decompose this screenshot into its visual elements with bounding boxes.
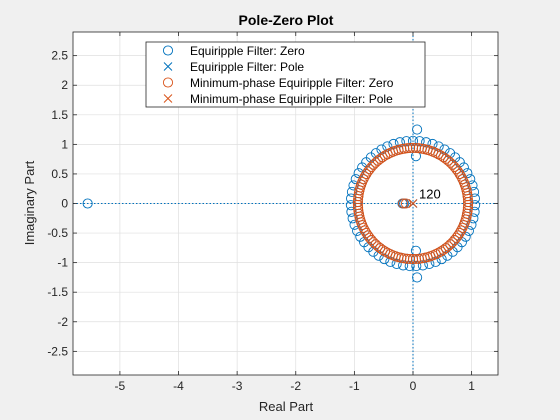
series-1-zero-marker [385, 256, 396, 267]
y-tick-label: -1 [57, 256, 68, 270]
x-tick-label: 1 [468, 379, 475, 393]
y-tick-label: -2.5 [47, 344, 68, 358]
series-3-zero-marker [397, 198, 409, 209]
series-3-zero-marker [435, 150, 447, 161]
series-3-zero-marker [377, 244, 388, 255]
series-1-zero-marker [466, 219, 477, 230]
series-3-zero-marker [456, 171, 467, 182]
series-3-zero-marker [382, 149, 393, 160]
series-3-zero-marker [438, 152, 449, 163]
series-3-zero-marker [379, 246, 391, 257]
legend-marker-1 [162, 45, 174, 56]
axis-ticks: -5 -4 -3 -2 -1 0 1 -2.5 -2 -1.5 -1 -0.5 0 0.5 1 1.5 2 2.5 [47, 32, 498, 393]
series-1-zero-marker [388, 138, 399, 150]
x-tick-label: -1 [349, 379, 360, 393]
series-4-pole-marker [408, 199, 418, 208]
series-3-zero-marker [462, 205, 473, 216]
chart-title: Pole-Zero Plot [239, 12, 334, 28]
legend-marker-4 [163, 94, 173, 103]
series-1-zero-marker [467, 180, 478, 191]
x-tick-label: -3 [232, 379, 243, 393]
y-tick-label: 2 [61, 78, 68, 92]
series-1-zero-marker [382, 141, 393, 152]
series-1-zero-marker [407, 135, 419, 146]
series-1-zero-marker [433, 141, 444, 152]
series-3-zero-marker [454, 227, 465, 239]
y-tick-label: 1 [61, 137, 68, 151]
series-1-zero-marker [427, 138, 438, 150]
series-3-zero-marker [359, 225, 370, 236]
x-tick-label: -2 [290, 379, 301, 393]
y-tick-label: 1.5 [51, 108, 68, 122]
y-tick-label: -1.5 [47, 285, 68, 299]
y-tick-label: -2 [57, 315, 68, 329]
series-3-zero-marker [462, 202, 473, 213]
series-1-zero-marker [345, 200, 356, 211]
x-tick-label: 0 [410, 379, 417, 393]
y-tick-label: -0.5 [47, 226, 68, 240]
series-1-zero-marker [412, 272, 423, 283]
series-1-zero-marker [350, 174, 361, 185]
legend-label-4: Minimum-phase Equiripple Filter: Pole [190, 92, 393, 106]
series-3-zero-marker [433, 247, 444, 258]
series-1-zero-marker [465, 174, 476, 185]
y-tick-label: 0 [61, 197, 68, 211]
legend-label-1: Equiripple Filter: Zero [190, 44, 305, 58]
series-1-zero-marker [412, 124, 423, 135]
series-3-zero-marker [361, 168, 372, 180]
pole-multiplicity-label: 120 [419, 187, 441, 202]
series-1-zero-marker [349, 219, 360, 230]
data-marks [82, 124, 481, 283]
legend-marker-2 [163, 62, 173, 71]
y-axis-label: Imaginary Part [22, 160, 37, 245]
series-3-zero-marker [435, 246, 447, 257]
series-1-zero-marker [82, 198, 93, 209]
series-3-zero-marker [463, 199, 474, 211]
series-1-zero-marker [430, 256, 441, 267]
series-1-zero-marker [470, 200, 481, 211]
series-3-zero-marker [400, 198, 412, 209]
legend-marker-3 [162, 77, 174, 88]
series-3-zero-marker [453, 230, 464, 241]
y-tick-label: 2.5 [51, 49, 68, 63]
y-tick-label: 0.5 [51, 167, 68, 181]
series-3-zero-marker [362, 166, 373, 177]
series-1-zero-marker [411, 261, 422, 272]
series-3-zero-marker [440, 153, 451, 164]
x-axis-label: Real Part [259, 399, 314, 414]
legend-box [145, 41, 426, 108]
series-1-zero-marker [348, 180, 359, 191]
legend-label-3: Minimum-phase Equiripple Filter: Zero [190, 76, 394, 90]
x-tick-label: -4 [173, 379, 184, 393]
legend-label-2: Equiripple Filter: Pole [190, 60, 304, 74]
x-tick-label: -5 [115, 379, 126, 393]
series-3-zero-marker [375, 243, 386, 254]
series-3-zero-marker [379, 150, 391, 161]
legend: Equiripple Filter: Zero Equiripple Filter… [145, 41, 426, 108]
series-1-zero-marker [404, 261, 415, 272]
